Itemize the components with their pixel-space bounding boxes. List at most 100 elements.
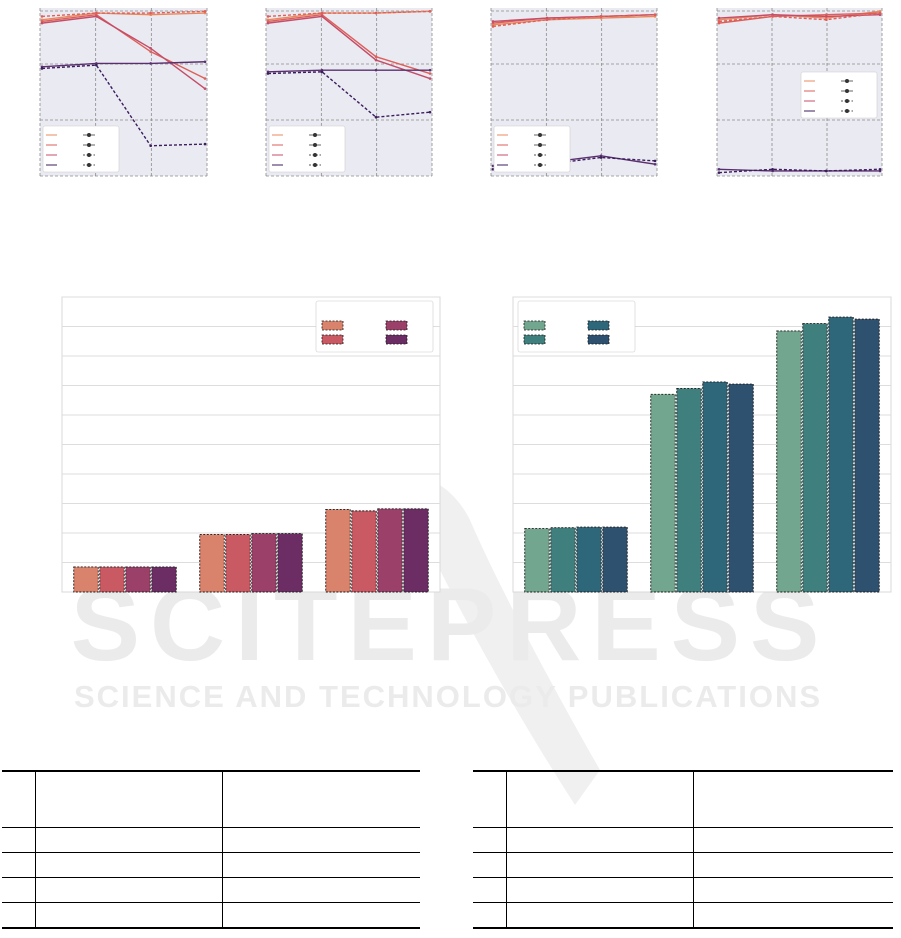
data-point	[428, 72, 432, 75]
table-cell	[473, 877, 507, 903]
legend-marker-dot	[538, 133, 542, 137]
bar	[225, 534, 251, 593]
line-chart-4	[716, 8, 883, 177]
data-point	[491, 164, 495, 168]
legend-swatch	[523, 320, 546, 331]
bar	[676, 388, 702, 593]
series-line-4	[41, 10, 206, 18]
legend	[517, 300, 636, 353]
legend-swatch	[587, 320, 610, 331]
data-point	[40, 15, 44, 18]
table-cell	[35, 877, 223, 903]
data-point	[203, 77, 207, 80]
table-row	[2, 852, 420, 878]
bar-chart-1	[61, 296, 441, 593]
legend-marker-dot	[87, 153, 91, 157]
legend-marker-dot	[313, 153, 317, 157]
data-point	[95, 15, 98, 18]
data-point	[653, 162, 657, 166]
table-cell	[693, 902, 893, 929]
data-point	[428, 110, 432, 114]
table-cell	[222, 852, 420, 878]
table-cell	[693, 852, 893, 878]
table-cell	[35, 827, 223, 853]
series-line-4	[492, 14, 656, 28]
table-cell	[2, 827, 36, 853]
table-cell	[506, 827, 694, 853]
data-point	[825, 169, 828, 173]
data-point	[40, 21, 44, 25]
legend-marker-dot	[313, 143, 317, 147]
data-point	[653, 13, 657, 17]
table-header-row	[473, 770, 893, 828]
bar	[251, 533, 277, 593]
legend-marker-dot	[87, 143, 91, 147]
data-point	[428, 68, 432, 72]
table-row	[473, 852, 893, 878]
data-point	[149, 11, 152, 15]
table-cell	[222, 902, 420, 929]
legend-box	[800, 71, 878, 119]
data-point	[717, 16, 721, 20]
data-point	[95, 63, 98, 67]
table-cell	[35, 902, 223, 929]
bar	[602, 526, 628, 593]
table-cell	[2, 852, 36, 878]
table-row	[2, 877, 420, 903]
legend-swatch	[523, 334, 546, 345]
legend-marker-dot	[313, 163, 317, 167]
data-point	[374, 68, 378, 72]
legend	[493, 125, 571, 173]
legend-marker-dot	[87, 133, 91, 137]
table-cell	[222, 877, 420, 903]
table-row	[2, 827, 420, 853]
bar	[377, 508, 403, 593]
data-point	[266, 72, 270, 75]
bar	[702, 381, 728, 593]
data-point	[149, 62, 152, 65]
header-cell	[2, 770, 36, 828]
data-point	[717, 167, 721, 171]
data-point	[149, 144, 152, 148]
legend-marker-dot	[313, 133, 317, 137]
bar	[277, 533, 303, 593]
data-point	[428, 10, 432, 13]
legend-swatch	[385, 320, 408, 331]
data-point	[40, 67, 44, 70]
data-point	[771, 15, 774, 18]
bar	[650, 393, 676, 593]
bar	[73, 566, 99, 593]
header-cell	[693, 770, 893, 828]
series-line-5	[718, 168, 880, 172]
table-header-row	[2, 770, 420, 828]
legend-marker-dot	[845, 109, 849, 113]
table-cell	[506, 902, 694, 929]
data-point	[203, 142, 207, 146]
series-line-5	[267, 69, 430, 73]
series-line-2	[41, 13, 206, 80]
data-point	[717, 20, 721, 23]
table-cell	[506, 852, 694, 878]
bar	[776, 330, 802, 593]
data-point	[320, 15, 324, 18]
legend-swatch	[321, 320, 344, 331]
series-line-4	[267, 10, 431, 18]
data-point	[203, 10, 207, 13]
bar-chart-row	[61, 296, 892, 593]
bar	[550, 527, 576, 593]
legend	[315, 300, 434, 353]
bar	[125, 566, 151, 593]
data-point	[878, 167, 882, 171]
data-point	[149, 50, 152, 53]
legend	[42, 125, 120, 173]
series-line-6	[267, 71, 431, 118]
legend-marker-dot	[845, 89, 849, 93]
data-point	[717, 171, 721, 174]
data-point	[545, 18, 549, 22]
series-line-3	[267, 15, 431, 80]
legend-box	[42, 125, 120, 173]
table-cell	[473, 852, 507, 878]
data-point	[771, 167, 774, 171]
data-point	[320, 70, 324, 74]
